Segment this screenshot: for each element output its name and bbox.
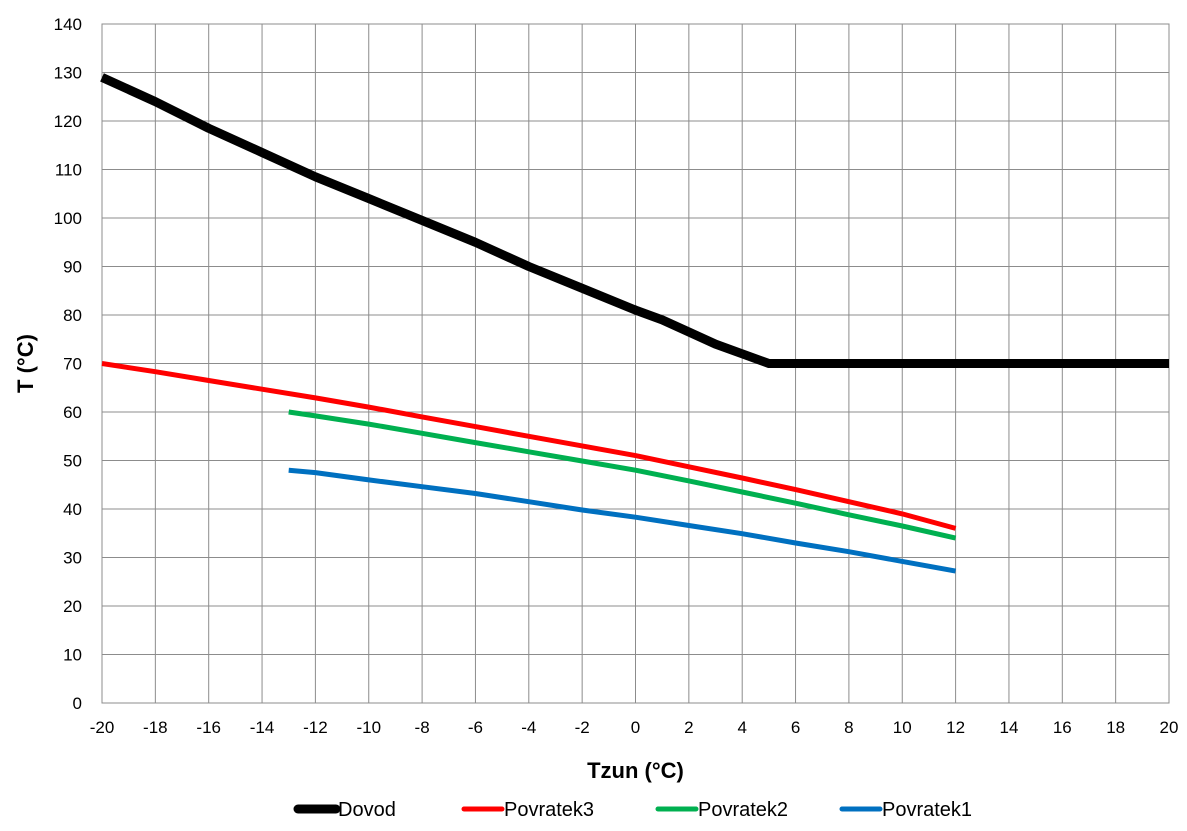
x-tick-label: 12 <box>946 718 965 737</box>
series-line-dovod <box>100 73 1169 368</box>
y-tick-label: 120 <box>54 112 82 131</box>
series-lines <box>100 73 1169 574</box>
y-tick-label: 0 <box>73 694 82 713</box>
y-tick-label: 90 <box>63 258 82 277</box>
y-tick-label: 50 <box>63 452 82 471</box>
y-tick-labels: 0 10 20 30 40 50 60 70 80 90 100 110 120 130 140 <box>54 15 82 713</box>
x-tick-label: -14 <box>250 718 275 737</box>
x-tick-label: 0 <box>631 718 640 737</box>
series-line-povratek1 <box>288 467 957 574</box>
legend-label-povratek2: Povratek2 <box>698 799 788 821</box>
y-tick-label: 80 <box>63 306 82 325</box>
y-tick-label: 30 <box>63 549 82 568</box>
x-tick-label: 6 <box>791 718 800 737</box>
y-tick-label: 70 <box>63 355 82 374</box>
x-tick-label: -2 <box>575 718 590 737</box>
x-tick-label: -8 <box>415 718 430 737</box>
y-tick-label: 60 <box>63 403 82 422</box>
legend-label-povratek3: Povratek3 <box>504 799 594 821</box>
x-tick-label: 18 <box>1106 718 1125 737</box>
x-axis-title: Tzun (°C) <box>587 758 684 783</box>
y-tick-label: 20 <box>63 597 82 616</box>
x-tick-label: -6 <box>468 718 483 737</box>
legend: Dovod Povratek3 Povratek2 Povratek1 <box>293 799 972 821</box>
legend-label-dovod: Dovod <box>338 799 396 821</box>
x-tick-label: -18 <box>143 718 168 737</box>
x-tick-label: -10 <box>356 718 381 737</box>
x-tick-label: -16 <box>196 718 221 737</box>
x-tick-label: 4 <box>737 718 746 737</box>
y-tick-label: 10 <box>63 646 82 665</box>
x-tick-labels: -20 -18 -16 -14 -12 -10 -8 -6 -4 -2 0 2 4 6 8 10 12 14 16 1… <box>90 718 1179 737</box>
y-tick-label: 40 <box>63 500 82 519</box>
y-tick-label: 140 <box>54 15 82 34</box>
x-tick-label: -12 <box>303 718 328 737</box>
x-tick-label: 16 <box>1053 718 1072 737</box>
grid <box>101 23 1170 704</box>
y-axis-title: T (°C) <box>13 334 38 393</box>
legend-label-povratek1: Povratek1 <box>882 799 972 821</box>
x-tick-label: 14 <box>999 718 1018 737</box>
y-tick-label: 130 <box>54 64 82 83</box>
x-tick-label: -4 <box>521 718 536 737</box>
x-tick-label: -20 <box>90 718 115 737</box>
series-line-povratek2 <box>288 409 957 541</box>
x-tick-label: 8 <box>844 718 853 737</box>
x-tick-label: 2 <box>684 718 693 737</box>
y-tick-label: 100 <box>54 209 82 228</box>
y-tick-label: 110 <box>55 161 82 180</box>
x-tick-label: 20 <box>1160 718 1179 737</box>
series-line-povratek3 <box>101 361 957 531</box>
x-tick-label: 10 <box>893 718 912 737</box>
